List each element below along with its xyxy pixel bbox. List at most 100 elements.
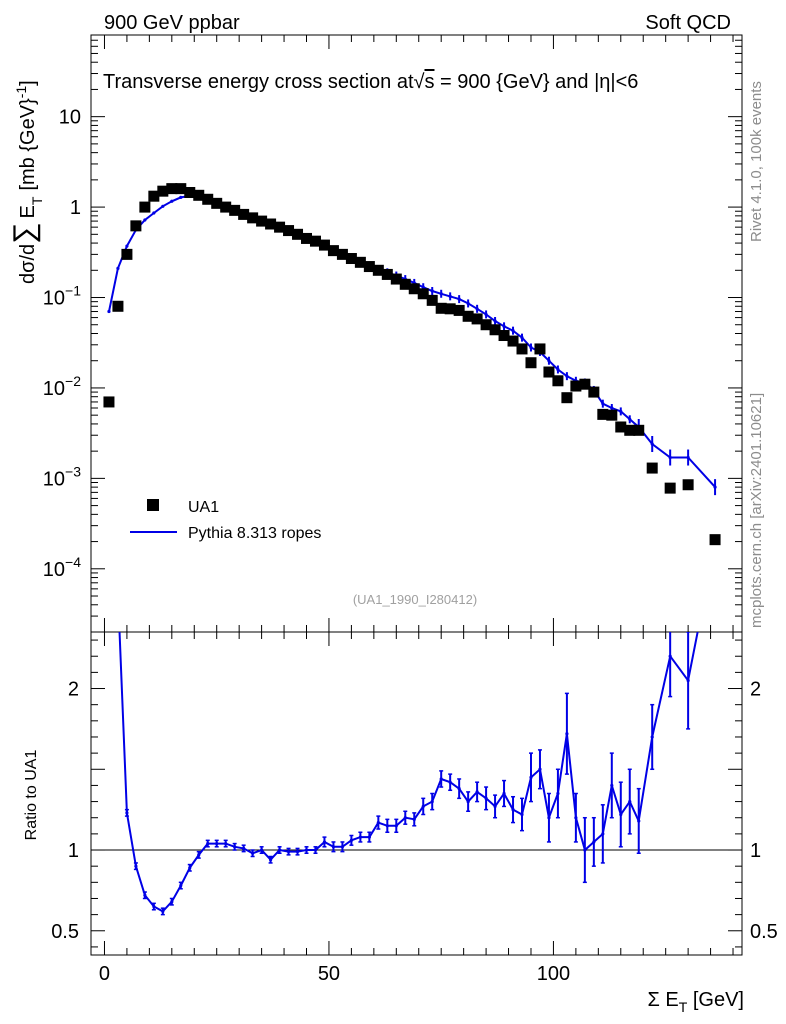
ua1-point xyxy=(193,189,205,201)
ratio-point xyxy=(529,775,533,779)
ua1-point xyxy=(534,343,546,355)
ratio-point xyxy=(277,848,282,852)
pythia-line xyxy=(108,194,716,488)
xlabel-unit: [GeV] xyxy=(687,989,744,1011)
ua1-point xyxy=(381,268,393,280)
x-tick-label: 0 xyxy=(99,963,110,985)
ua1-point xyxy=(480,319,492,331)
ratio-y-tick-labels-right: 0.5 1 2 xyxy=(750,679,778,943)
pythia-point xyxy=(448,294,452,298)
xlabel-main: Σ E xyxy=(647,989,678,1011)
ylabel-sup: -1 xyxy=(13,86,29,99)
ratio-y-axis-label: Ratio to UA1 xyxy=(23,750,40,841)
x-axis-label: Σ ET [GeV] xyxy=(647,989,744,1015)
mcplots-label: mcplots.cern.ch [arXiv:2401.10621] xyxy=(748,393,765,628)
pythia-point xyxy=(457,297,461,301)
legend-ua1-marker xyxy=(147,499,159,511)
ua1-point xyxy=(309,235,321,247)
ua1-point xyxy=(103,396,115,408)
ratio-point xyxy=(143,893,147,897)
y-tick-label: 10−2 xyxy=(43,373,81,400)
ratio-point xyxy=(358,835,362,839)
y-tick-mantissa: 10 xyxy=(43,559,65,581)
pythia-point xyxy=(565,374,569,378)
pythia-point xyxy=(125,244,129,248)
pythia-point xyxy=(484,312,488,317)
y-tick-label: 10 xyxy=(59,107,81,129)
y-tick-label: 10−1 xyxy=(43,283,81,310)
ratio-y-tick-label-left: 2 xyxy=(68,679,79,701)
ratio-point xyxy=(601,832,605,836)
ratio-point xyxy=(686,678,690,683)
ratio-point xyxy=(448,780,452,784)
ua1-point xyxy=(426,294,438,306)
ua1-point xyxy=(229,204,241,216)
pythia-point xyxy=(475,307,479,311)
ua1-point xyxy=(579,378,591,390)
ua1-point xyxy=(184,186,196,198)
ua1-point xyxy=(633,424,645,436)
ua1-point xyxy=(399,278,411,290)
ratio-point xyxy=(349,838,353,842)
ratio-point xyxy=(331,845,336,849)
ua1-point xyxy=(664,482,676,494)
ratio-point xyxy=(502,791,506,796)
ua1-point xyxy=(130,220,142,232)
ratio-point xyxy=(215,841,219,846)
main-frame xyxy=(90,34,743,633)
ua1-point xyxy=(462,310,474,322)
pythia-series xyxy=(107,194,717,496)
ratio-y-tick-label-right: 2 xyxy=(750,679,761,701)
pythia-point xyxy=(520,336,524,340)
ua1-point xyxy=(175,183,187,195)
ratio-point xyxy=(421,804,425,809)
ratio-point xyxy=(188,866,192,870)
ratio-y-tick-label-left: 0.5 xyxy=(51,921,79,943)
ua1-point xyxy=(507,335,519,347)
ua1-point xyxy=(265,218,277,230)
ratio-point xyxy=(493,804,497,809)
ua1-point xyxy=(318,239,330,251)
ratio-y-tick-label-right: 1 xyxy=(750,840,761,862)
ratio-y-tick-label-left: 1 xyxy=(68,840,79,862)
ua1-point xyxy=(570,380,582,392)
ratio-tick-marks xyxy=(91,632,742,955)
ratio-point xyxy=(251,851,255,855)
title-sqrt: √ xyxy=(414,71,425,93)
ratio-point xyxy=(313,848,318,852)
ylabel-unit: [mb {GeV} xyxy=(17,98,39,191)
pythia-point xyxy=(547,359,551,363)
xlabel-sub: T xyxy=(679,999,688,1015)
y-tick-mantissa: 10 xyxy=(43,468,65,490)
ua1-point xyxy=(498,330,510,342)
analysis-watermark: (UA1_1990_I280412) xyxy=(353,592,477,607)
ua1-point xyxy=(283,225,295,237)
title-after: = 900 {GeV} and |η|<6 xyxy=(434,71,638,93)
legend-ua1-label: UA1 xyxy=(188,499,219,516)
pythia-point xyxy=(466,301,470,306)
ratio-point xyxy=(637,819,641,823)
ua1-point xyxy=(435,302,447,314)
ua1-series xyxy=(103,183,721,546)
ratio-point xyxy=(520,812,524,817)
ua1-point xyxy=(516,343,528,355)
ratio-frame xyxy=(90,631,743,956)
pythia-point xyxy=(493,319,497,323)
ua1-point xyxy=(552,375,564,387)
y-tick-label: 1 xyxy=(70,197,81,219)
ratio-y-tick-label-right: 0.5 xyxy=(750,921,778,943)
ua1-point xyxy=(327,245,339,257)
ua1-point xyxy=(211,197,223,209)
ratio-line xyxy=(118,632,699,913)
y-tick-mantissa: 1 xyxy=(70,197,81,219)
ratio-point xyxy=(547,816,551,820)
x-tick-label: 50 xyxy=(318,963,340,985)
pythia-point xyxy=(179,195,183,199)
x-tick-labels: 0 50 100 xyxy=(99,963,570,985)
ratio-point xyxy=(475,790,479,794)
pythia-point xyxy=(439,292,443,296)
ratio-clipped-group xyxy=(118,632,699,916)
y-tick-exponent: −1 xyxy=(65,283,81,299)
title-s: s xyxy=(424,71,434,93)
ratio-point xyxy=(322,840,327,844)
